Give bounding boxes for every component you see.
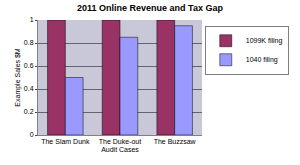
svg-text:0.8: 0.8: [24, 39, 34, 46]
svg-text:0: 0: [30, 131, 34, 138]
svg-text:The Slam Dunk: The Slam Dunk: [41, 138, 90, 145]
svg-text:Audit Cases: Audit Cases: [101, 146, 139, 153]
svg-text:1099K filing: 1099K filing: [246, 37, 283, 45]
svg-text:2011 Online Revenue and Tax Ga: 2011 Online Revenue and Tax Gap: [77, 3, 223, 13]
svg-text:0.4: 0.4: [24, 85, 34, 92]
svg-text:Example Sales $M: Example Sales $M: [14, 48, 22, 107]
svg-text:1040 filing: 1040 filing: [246, 56, 278, 64]
svg-text:1: 1: [30, 16, 34, 23]
svg-text:The Buzzsaw: The Buzzsaw: [154, 138, 197, 145]
svg-text:0.6: 0.6: [24, 62, 34, 69]
svg-text:0.2: 0.2: [24, 108, 34, 115]
svg-text:The Duke-out: The Duke-out: [99, 138, 141, 145]
